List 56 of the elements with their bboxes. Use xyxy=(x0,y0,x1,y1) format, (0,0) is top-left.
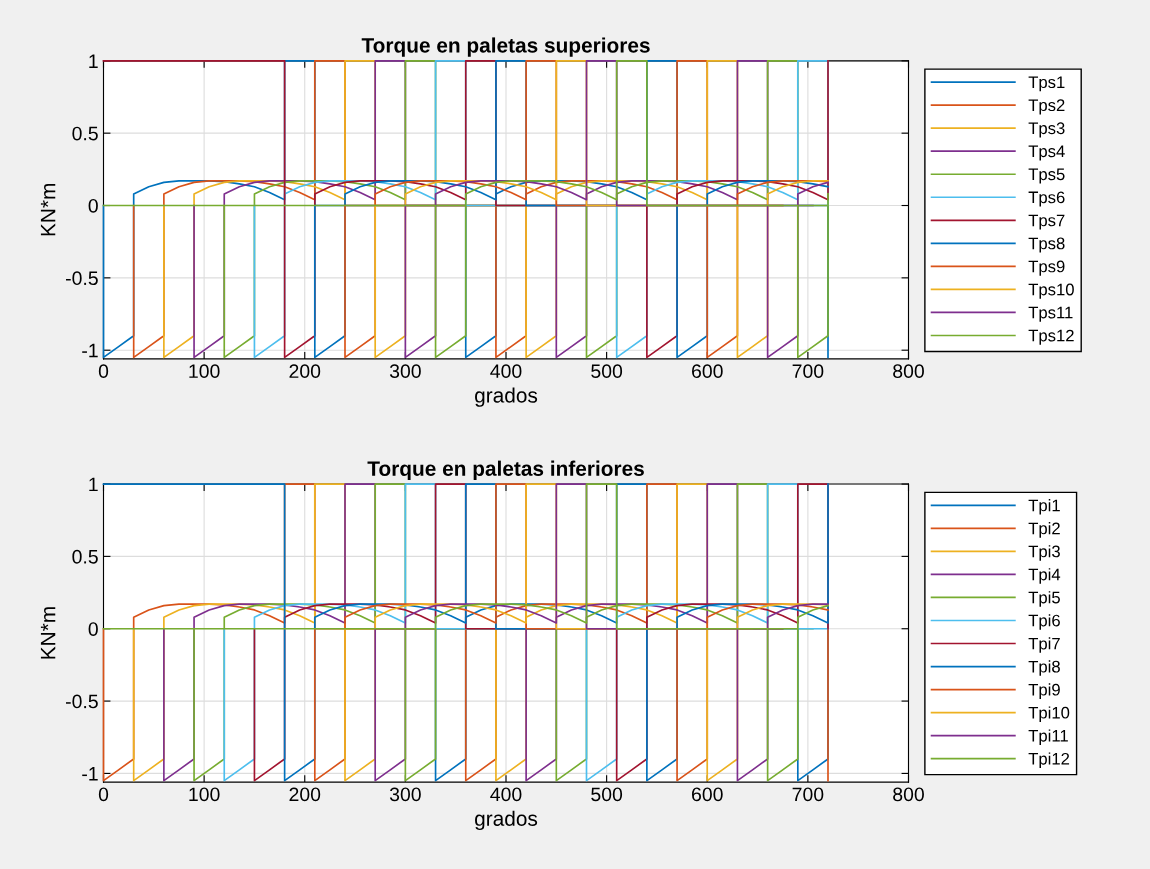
x-tick-label: 600 xyxy=(692,364,723,379)
x-tick-label: 400 xyxy=(490,787,522,802)
legend-label: Tps3 xyxy=(1028,122,1065,138)
x-tick-label: 700 xyxy=(792,364,824,379)
legend-label: Tps12 xyxy=(1028,329,1074,345)
chart-title: Torque en paletas inferiores xyxy=(367,460,644,481)
y-tick-label: 1 xyxy=(89,477,98,492)
legend-label: Tpi5 xyxy=(1028,591,1060,607)
legend-label: Tps9 xyxy=(1028,260,1065,276)
y-tick-label: 0.5 xyxy=(72,126,98,141)
y-axis-title: KN*m xyxy=(40,184,56,236)
x-tick-label: 200 xyxy=(289,364,321,379)
y-axis-title: KN*m xyxy=(40,607,56,659)
legend-label: Tpi11 xyxy=(1028,729,1068,745)
legend-label: Tps7 xyxy=(1028,214,1065,230)
x-tick-label: 300 xyxy=(389,787,421,802)
y-tick-label: -1 xyxy=(82,767,98,781)
legend-label: Tpi9 xyxy=(1028,683,1060,699)
legend-label: Tpi6 xyxy=(1028,614,1060,630)
x-axis-title: grados xyxy=(475,387,538,407)
legend-label: Tps2 xyxy=(1028,99,1065,115)
y-tick-label: -1 xyxy=(82,343,98,358)
y-tick-label: 0 xyxy=(88,622,98,636)
x-tick-label: 800 xyxy=(893,787,924,802)
x-axis-title: grados xyxy=(475,810,538,831)
x-tick-label: 700 xyxy=(792,787,824,802)
y-tick-label: -0.5 xyxy=(66,694,98,709)
legend-label: Tpi3 xyxy=(1028,545,1060,561)
x-tick-label: 600 xyxy=(692,787,723,802)
legend-label: Tps6 xyxy=(1028,191,1065,207)
y-tick-label: 1 xyxy=(89,54,98,68)
x-tick-label: 500 xyxy=(591,364,623,379)
x-tick-label: 100 xyxy=(189,787,220,802)
legend-label: Tpi2 xyxy=(1028,522,1060,538)
legend-label: Tps10 xyxy=(1028,283,1074,299)
chart-title: Torque en paletas superiores xyxy=(361,37,650,57)
legend-label: Tps1 xyxy=(1028,76,1065,92)
x-tick-label: 300 xyxy=(389,364,421,379)
legend-label: Tps8 xyxy=(1028,237,1065,253)
legend-label: Tps5 xyxy=(1028,168,1065,184)
legend-label: Tpi10 xyxy=(1028,706,1070,722)
legend-label: Tpi7 xyxy=(1028,637,1060,653)
x-tick-label: 400 xyxy=(490,364,522,379)
legend-label: Tps11 xyxy=(1028,306,1073,322)
y-tick-label: -0.5 xyxy=(66,271,98,286)
legend-label: Tps4 xyxy=(1028,145,1065,161)
legend-label: Tpi4 xyxy=(1028,568,1061,584)
legend-label: Tpi8 xyxy=(1028,660,1060,676)
x-tick-label: 800 xyxy=(893,364,924,379)
x-tick-label: 200 xyxy=(289,787,321,802)
x-tick-label: 500 xyxy=(591,787,623,802)
y-tick-label: 0 xyxy=(88,198,98,213)
legend-label: Tpi1 xyxy=(1028,499,1060,515)
legend-label: Tpi12 xyxy=(1028,752,1070,768)
y-tick-label: 0.5 xyxy=(72,549,98,564)
x-tick-label: 100 xyxy=(189,364,220,379)
